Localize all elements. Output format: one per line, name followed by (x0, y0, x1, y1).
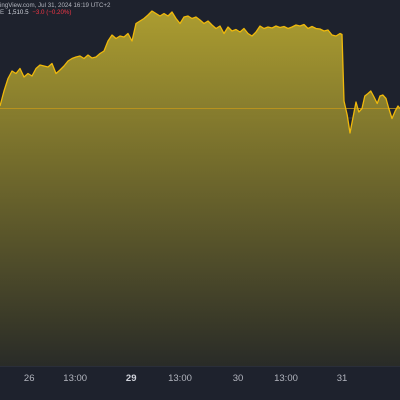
x-tick-label: 31 (337, 373, 348, 384)
x-tick-label: 26 (24, 373, 35, 384)
exchange-marker: E (0, 9, 5, 16)
price-line-text: E 1,510.5 −3.0 (−0.20%) (0, 9, 110, 16)
chart-header: ingView.com, Jul 31, 2024 16:19 UTC+2 E … (0, 2, 110, 16)
price-change: −3.0 (−0.20%) (32, 9, 72, 16)
x-tick-label: 29 (126, 373, 137, 384)
source-line: ingView.com, Jul 31, 2024 16:19 UTC+2 (0, 2, 111, 9)
last-price: 1,510.5 (7, 9, 29, 16)
x-tick-label: 30 (233, 373, 244, 384)
x-tick-label: 13:00 (168, 373, 192, 384)
x-tick-label: 13:00 (274, 373, 298, 384)
x-axis-ticks: 26 13:00 29 13:00 30 13:00 31 (24, 373, 347, 384)
price-line (0, 10, 400, 134)
x-tick-label: 13:00 (63, 373, 87, 384)
price-area (0, 11, 400, 366)
